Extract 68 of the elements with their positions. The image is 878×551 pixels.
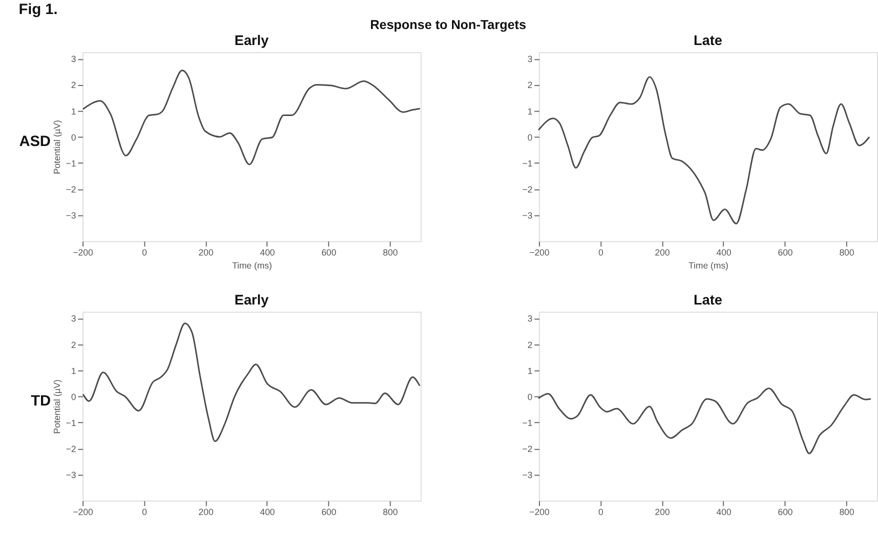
x-tick-label: 600 [778, 507, 793, 518]
line-series [82, 70, 420, 166]
x-tick-label: 200 [654, 507, 670, 518]
x-tick-label: 0 [598, 248, 604, 258]
y-tick-label: 3 [527, 54, 532, 64]
x-tick-label: 800 [839, 507, 854, 518]
y-tick-label: 2 [527, 80, 532, 90]
x-tick-label: 600 [321, 507, 336, 518]
y-axis-title: Potential (µV) [52, 120, 62, 174]
y-tick-label: −3 [66, 470, 76, 480]
y-tick-label: −3 [522, 470, 532, 480]
y-tick-label: 1 [527, 106, 532, 116]
x-tick-label: 800 [839, 248, 854, 258]
y-axis-title: Potential (µV) [52, 379, 62, 434]
x-tick-label: −200 [72, 248, 94, 258]
y-tick-label: 0 [527, 132, 532, 142]
x-tick-label: 0 [142, 507, 148, 518]
y-tick-label: 3 [71, 54, 76, 64]
y-tick-label: 0 [71, 132, 76, 142]
y-tick-label: −2 [66, 444, 76, 454]
x-tick-label: 0 [142, 248, 148, 258]
y-tick-label: 2 [527, 340, 532, 350]
y-tick-label: −1 [66, 418, 76, 428]
x-tick-label: −200 [72, 507, 94, 518]
y-tick-label: −1 [522, 418, 532, 428]
y-tick-label: −2 [66, 184, 76, 194]
x-tick-label: 600 [321, 248, 336, 258]
chart-title: Late [694, 292, 723, 308]
x-tick-label: 400 [716, 507, 732, 518]
y-tick-label: 2 [71, 340, 76, 350]
y-tick-label: 1 [71, 366, 76, 376]
caption: Fig 1. [18, 2, 58, 18]
y-tick-label: −2 [522, 444, 532, 454]
x-tick-label: 600 [778, 248, 793, 258]
y-tick-label: 3 [71, 314, 76, 324]
x-tick-label: 200 [198, 248, 214, 258]
y-tick-label: −2 [522, 184, 532, 194]
x-tick-label: 200 [654, 248, 670, 258]
text: ASD [19, 134, 51, 150]
y-tick-label: 0 [527, 392, 532, 402]
x-tick-label: 800 [382, 248, 398, 258]
y-tick-label: −3 [66, 210, 76, 221]
line-series [82, 322, 420, 442]
y-tick-label: 0 [71, 392, 76, 402]
chart-title: Late [694, 32, 723, 48]
y-tick-label: 2 [71, 80, 76, 90]
x-axis-title: Time (ms) [232, 260, 272, 270]
y-tick-label: −1 [66, 158, 76, 168]
line-series [538, 76, 870, 224]
y-tick-label: 1 [71, 106, 76, 116]
x-tick-label: 400 [260, 507, 275, 518]
y-tick-label: −3 [522, 210, 532, 221]
y-tick-label: 3 [527, 314, 532, 324]
x-tick-label: −200 [529, 507, 550, 518]
y-tick-label: 1 [527, 366, 532, 376]
y-tick-label: −1 [522, 158, 532, 168]
x-tick-label: 400 [260, 248, 275, 258]
text: TD [30, 393, 51, 410]
chart-title: Early [234, 292, 269, 308]
line-series [538, 388, 871, 454]
x-tick-label: 0 [598, 507, 604, 518]
x-axis-title: Time (ms) [688, 260, 728, 270]
x-tick-label: 200 [198, 507, 214, 518]
x-tick-label: 800 [382, 507, 398, 518]
x-tick-label: −200 [529, 248, 550, 258]
x-tick-label: 400 [716, 248, 732, 258]
chart-title: Early [234, 32, 269, 48]
text: Response to Non-Targets [370, 16, 526, 32]
